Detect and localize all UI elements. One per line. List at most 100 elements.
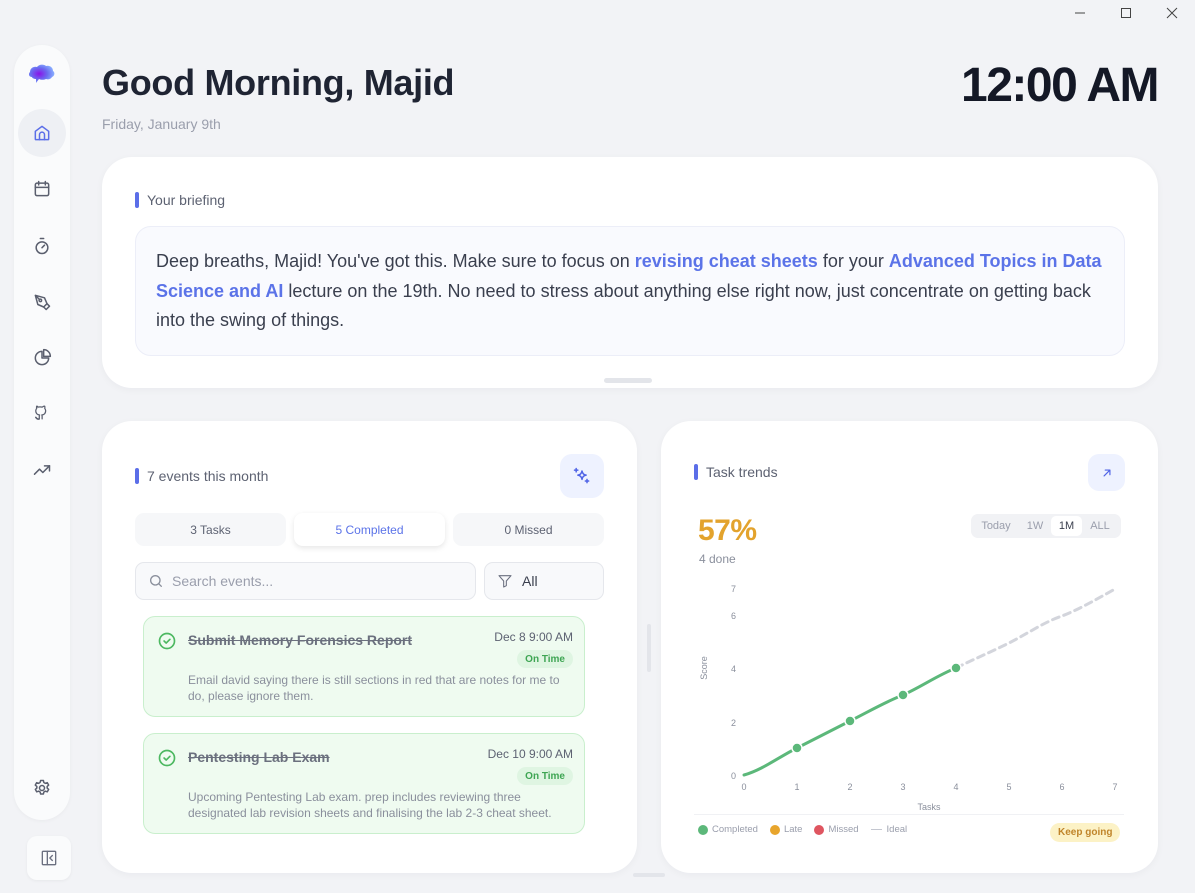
- missed-dot-icon: [814, 824, 825, 835]
- filter-label: All: [522, 573, 538, 589]
- legend-completed: Completed: [698, 824, 758, 835]
- sidebar-item-trends[interactable]: [18, 446, 66, 494]
- expand-button[interactable]: [1088, 454, 1125, 491]
- ai-sparkle-button[interactable]: [560, 454, 604, 498]
- trends-header: Task trends: [694, 464, 778, 480]
- range-all[interactable]: ALL: [1090, 520, 1110, 532]
- sidebar-item-analytics[interactable]: [18, 334, 66, 382]
- briefing-highlight: revising cheat sheets: [634, 251, 818, 271]
- accent-bar: [135, 468, 139, 484]
- svg-text:4: 4: [731, 664, 736, 674]
- event-item[interactable]: Pentesting Lab Exam Dec 10 9:00 AM On Ti…: [143, 733, 585, 834]
- svg-text:7: 7: [1112, 782, 1117, 792]
- legend-divider: [694, 814, 1124, 815]
- minimize-icon: [1075, 12, 1085, 14]
- svg-text:4: 4: [953, 782, 958, 792]
- completed-markers: [791, 662, 962, 754]
- home-icon: [34, 125, 50, 141]
- sidebar-item-github[interactable]: [18, 390, 66, 438]
- ideal-line: [954, 587, 1117, 670]
- sidebar-item-calendar[interactable]: [18, 165, 66, 213]
- svg-text:3: 3: [900, 782, 905, 792]
- briefing-header: Your briefing: [135, 192, 225, 208]
- svg-text:7: 7: [731, 584, 736, 594]
- status-badge: Keep going: [1050, 823, 1121, 842]
- search-box: [135, 562, 476, 600]
- column-resize-handle[interactable]: [647, 624, 651, 672]
- completion-percent: 57%: [698, 514, 757, 547]
- github-icon: [35, 405, 47, 420]
- tab-tasks[interactable]: 3 Tasks: [135, 513, 286, 546]
- sidebar-item-notes[interactable]: [18, 278, 66, 326]
- settings-button[interactable]: [18, 764, 66, 812]
- x-axis-label: Tasks: [917, 802, 941, 812]
- maximize-button[interactable]: [1103, 0, 1149, 26]
- range-today[interactable]: Today: [981, 520, 1011, 532]
- check-circle-icon[interactable]: [157, 631, 177, 651]
- done-count: 4 done: [699, 552, 736, 566]
- x-axis-ticks: 0 1 2 3 4 5 6 7: [741, 782, 1117, 792]
- stopwatch-icon: [35, 237, 49, 255]
- task-trend-chart: 0 2 4 6 7 Score 0 1 2 3 4 5 6 7 Tasks: [699, 584, 1118, 812]
- sidebar-item-home[interactable]: [18, 109, 66, 157]
- briefing-highlight: Advanced Topics in Data Science and AI: [156, 251, 1102, 301]
- tab-completed[interactable]: 5 Completed: [294, 513, 445, 546]
- current-date: Friday, January 9th: [102, 116, 221, 132]
- chart-legend: Completed Late Missed Ideal: [698, 824, 919, 835]
- late-dot-icon: [769, 824, 780, 835]
- svg-text:0: 0: [741, 782, 746, 792]
- accent-bar: [694, 464, 698, 480]
- svg-text:2: 2: [731, 718, 736, 728]
- svg-text:0: 0: [731, 771, 736, 781]
- tab-missed[interactable]: 0 Missed: [453, 513, 604, 546]
- briefing-title: Your briefing: [147, 192, 226, 208]
- completed-dot-icon: [698, 824, 708, 835]
- sidebar-collapse-button[interactable]: [27, 836, 71, 880]
- trends-title: Task trends: [706, 464, 778, 480]
- maximize-icon: [1121, 8, 1131, 18]
- event-title: Submit Memory Forensics Report: [188, 632, 413, 648]
- accent-bar: [135, 192, 139, 208]
- filter-dropdown[interactable]: All: [484, 562, 604, 600]
- resize-handle[interactable]: [604, 378, 652, 383]
- sidebar-collapse-icon: [41, 850, 57, 866]
- legend-missed: Missed: [814, 824, 859, 835]
- svg-text:6: 6: [731, 611, 736, 621]
- range-1m[interactable]: 1M: [1051, 516, 1082, 536]
- clock: 12:00 AM: [961, 59, 1159, 112]
- filter-icon: [498, 575, 512, 588]
- svg-text:5: 5: [1006, 782, 1011, 792]
- sidebar-item-timer[interactable]: [18, 222, 66, 270]
- greeting-title: Good Morning, Majid: [102, 62, 455, 103]
- event-title: Pentesting Lab Exam: [188, 749, 330, 765]
- event-description: Upcoming Pentesting Lab exam. prep inclu…: [188, 790, 552, 820]
- briefing-text: Deep breaths, Majid! You've got this. Ma…: [135, 226, 1125, 356]
- bottom-resize-handle[interactable]: [633, 873, 665, 877]
- minimize-button[interactable]: [1057, 0, 1103, 26]
- events-title: 7 events this month: [147, 468, 269, 484]
- app-logo[interactable]: [26, 59, 58, 91]
- sidebar: [14, 45, 70, 820]
- event-description: Email david saying there is still sectio…: [188, 673, 560, 703]
- event-datetime: Dec 8 9:00 AM: [494, 630, 573, 644]
- legend-ideal: Ideal: [870, 824, 908, 835]
- briefing-text-part: lecture on the 19th. No need to stress a…: [156, 280, 1091, 331]
- check-circle-icon[interactable]: [157, 748, 177, 768]
- y-axis-label: Score: [699, 656, 709, 680]
- search-input[interactable]: [172, 573, 452, 589]
- legend-late: Late: [769, 824, 802, 835]
- ideal-line-icon: [870, 828, 882, 831]
- legend-label: Ideal: [886, 824, 908, 835]
- event-datetime: Dec 10 9:00 AM: [487, 747, 573, 761]
- range-selector: Today 1W 1M ALL: [971, 514, 1121, 538]
- events-card: 7 events this month 3 Tasks 5 Completed …: [102, 421, 637, 873]
- y-axis-ticks: 0 2 4 6 7: [731, 584, 736, 781]
- range-1w[interactable]: 1W: [1026, 520, 1044, 532]
- event-item[interactable]: Submit Memory Forensics Report Dec 8 9:0…: [143, 616, 585, 717]
- briefing-card: Your briefing Deep breaths, Majid! You'v…: [102, 157, 1158, 388]
- pie-chart-icon: [34, 348, 52, 366]
- close-button[interactable]: [1149, 0, 1195, 26]
- arrow-up-right-icon: [1103, 469, 1110, 476]
- sparkles-icon: [573, 467, 590, 484]
- status-badge: On Time: [517, 767, 573, 785]
